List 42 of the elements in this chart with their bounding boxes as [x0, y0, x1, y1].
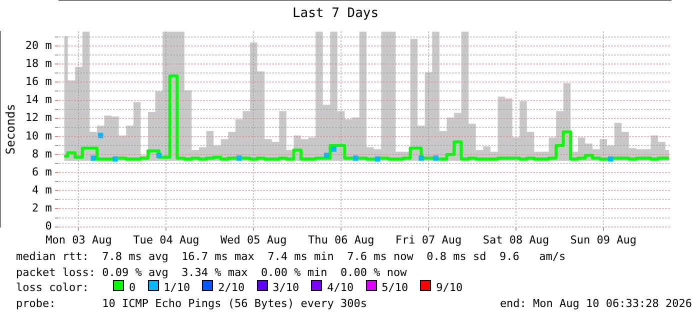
point — [608, 156, 614, 162]
point — [90, 155, 96, 161]
y-tick-label: 2 m — [32, 202, 52, 215]
point — [156, 152, 162, 158]
y-tick-label: 6 m — [32, 165, 52, 178]
point — [112, 156, 118, 162]
legend-label: 5/10 — [382, 280, 408, 296]
point — [353, 155, 358, 161]
y-tick-label: 18 m — [25, 56, 52, 70]
text: packet loss: 0.09 % avg 3.34 % max 0.00 % min 0.00 % now — [16, 264, 408, 280]
y-tick-label: 14 m — [25, 93, 52, 106]
x-tick-label: Sun 09 Aug — [570, 233, 637, 246]
y-tick-label: 8 m — [32, 147, 52, 160]
text: end: Mon Aug 10 06:33:28 2026 — [500, 296, 692, 311]
legend-label: 0 — [129, 280, 136, 296]
legend-label: 1/10 — [164, 280, 190, 296]
legend-title: loss color: — [16, 280, 90, 296]
legend-label: 3/10 — [272, 280, 300, 296]
x-tick-label: Fri 07 Aug — [395, 233, 462, 246]
y-tick-label: 20 m — [25, 38, 52, 52]
point — [236, 155, 242, 161]
chart-title: Last 7 Days — [292, 6, 379, 22]
point — [418, 155, 424, 161]
x-tick-label: Tue 04 Aug — [133, 233, 200, 246]
x-tick-label: Thu 06 Aug — [308, 233, 374, 246]
y-axis-title: Seconds — [3, 104, 18, 154]
legend-label: 9/10 — [436, 280, 463, 296]
x-tick-label: Wed 05 Aug — [220, 233, 287, 246]
x-tick-label: Mon 03 Aug — [46, 233, 112, 246]
y-tick-label: 0 — [45, 220, 52, 233]
point — [433, 155, 438, 161]
y-tick-label: 4 m — [32, 184, 52, 197]
y-tick-label: 12 m — [25, 111, 52, 124]
point — [331, 146, 336, 152]
point — [374, 156, 380, 162]
y-tick-label: 16 m — [25, 75, 52, 88]
y-tick-label: 10 m — [25, 129, 52, 142]
x-tick-label: Sat 08 Aug — [482, 233, 550, 246]
legend-label: 2/10 — [218, 280, 245, 296]
legend-label: 4/10 — [327, 280, 354, 296]
text: probe: 10 ICMP Echo Pings (56 Bytes) every 300s — [16, 296, 367, 311]
text: median rtt: 7.8 ms avg 16.7 ms max 7.4 ms min 7.6 ms now 0.8 ms sd 9.6 am/s — [16, 249, 567, 264]
